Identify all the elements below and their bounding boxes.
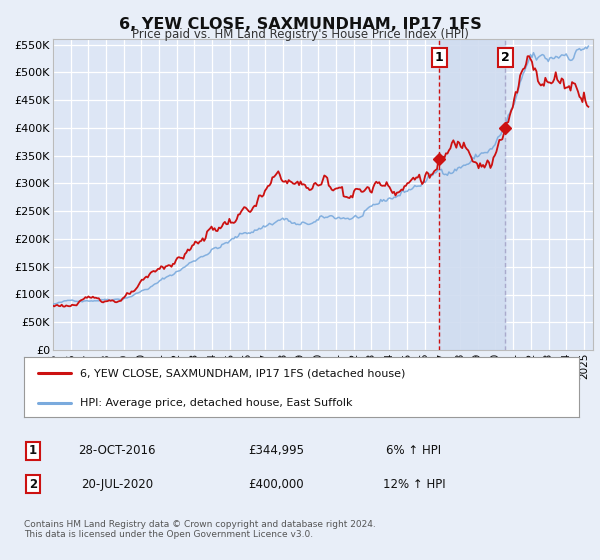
Text: 6, YEW CLOSE, SAXMUNDHAM, IP17 1FS: 6, YEW CLOSE, SAXMUNDHAM, IP17 1FS — [119, 17, 481, 32]
Text: 1: 1 — [435, 51, 443, 64]
Text: 6, YEW CLOSE, SAXMUNDHAM, IP17 1FS (detached house): 6, YEW CLOSE, SAXMUNDHAM, IP17 1FS (deta… — [79, 368, 405, 378]
Text: 2: 2 — [29, 478, 37, 491]
Text: 12% ↑ HPI: 12% ↑ HPI — [383, 478, 445, 491]
Text: 1: 1 — [29, 444, 37, 458]
Bar — [439, 39, 505, 350]
Text: 28-OCT-2016: 28-OCT-2016 — [78, 444, 156, 458]
Text: £400,000: £400,000 — [248, 478, 304, 491]
Text: £344,995: £344,995 — [248, 444, 304, 458]
Text: Contains HM Land Registry data © Crown copyright and database right 2024.
This d: Contains HM Land Registry data © Crown c… — [24, 520, 376, 539]
Text: Price paid vs. HM Land Registry's House Price Index (HPI): Price paid vs. HM Land Registry's House … — [131, 28, 469, 41]
Text: 20-JUL-2020: 20-JUL-2020 — [81, 478, 153, 491]
Text: 2: 2 — [501, 51, 509, 64]
Text: 6% ↑ HPI: 6% ↑ HPI — [386, 444, 442, 458]
Text: HPI: Average price, detached house, East Suffolk: HPI: Average price, detached house, East… — [79, 398, 352, 408]
